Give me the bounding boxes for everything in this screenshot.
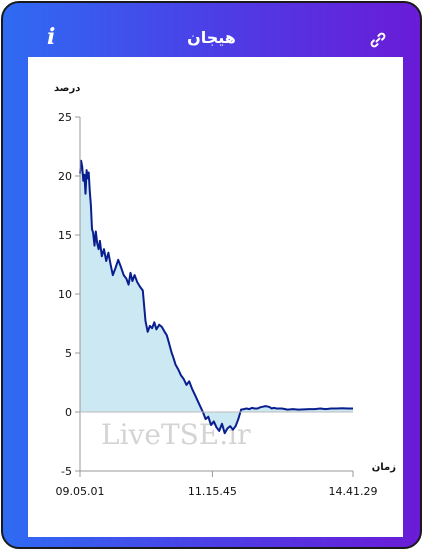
link-icon[interactable] [369, 31, 387, 49]
y-tick-label: 5 [65, 347, 72, 360]
series-line [79, 159, 353, 435]
y-tick-label: -5 [61, 465, 72, 478]
y-axis-title: درصد [54, 83, 80, 94]
x-axis-title: زمان [372, 462, 396, 473]
y-tick-label: 10 [58, 288, 72, 301]
chart-panel: LiveTSE.ir -5 0 5 10 15 20 25 09.05.01 11.15.45 1… [28, 57, 403, 537]
page-title: هیجان [187, 28, 236, 47]
x-tick-label: 14.41.29 [329, 485, 378, 498]
header-bar: i هیجان [3, 3, 420, 57]
x-tick-label: 11.15.45 [188, 485, 237, 498]
y-tick-label: 25 [58, 111, 72, 124]
x-tick-label: 09.05.01 [56, 485, 105, 498]
app-card: i هیجان LiveTSE.ir -5 0 5 10 15 20 25 09.05.01 1… [1, 1, 422, 549]
info-icon[interactable]: i [47, 24, 56, 50]
series-area [80, 160, 353, 434]
y-tick-label: 0 [65, 406, 72, 419]
y-tick-label: 15 [58, 229, 72, 242]
y-tick-label: 20 [58, 170, 72, 183]
